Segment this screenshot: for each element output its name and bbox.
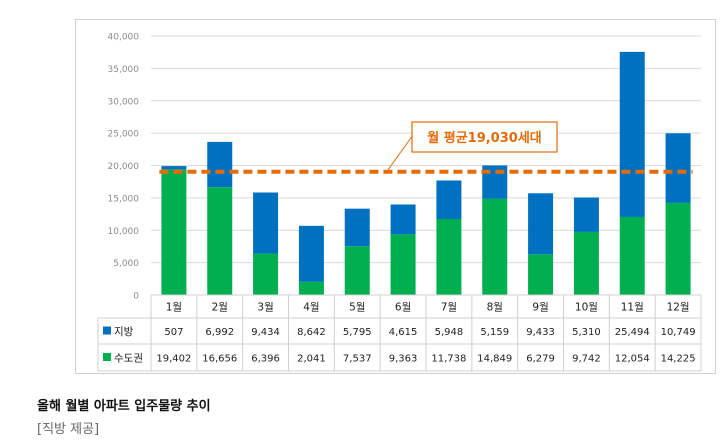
data-label-jibang: 9,433 — [526, 327, 555, 338]
bar-segment-sudogwon — [573, 231, 599, 295]
y-tick-label: 10,000 — [108, 227, 140, 237]
category-label: 8월 — [487, 302, 503, 314]
bar-segment-jibang — [298, 225, 324, 282]
bar-segment-jibang — [390, 204, 416, 235]
y-tick-label: 15,000 — [108, 194, 140, 204]
data-label-sudogwon: 16,656 — [202, 354, 237, 365]
average-callout-pointer — [387, 134, 414, 171]
y-tick-label: 40,000 — [108, 33, 140, 43]
bar-segment-sudogwon — [619, 216, 645, 295]
y-tick-label: 20,000 — [108, 162, 140, 172]
data-label-jibang: 5,795 — [343, 327, 372, 338]
bar-segment-sudogwon — [161, 169, 187, 295]
bar-segment-sudogwon — [665, 202, 691, 295]
stacked-bar-chart: 0 5,000 10,000 15,000 20,000 25,000 30,000 35,0… — [97, 33, 702, 372]
category-label: 10월 — [575, 302, 598, 314]
bar-segment-jibang — [573, 197, 599, 232]
data-label-jibang: 25,494 — [615, 327, 650, 338]
category-label: 12월 — [667, 302, 690, 314]
bar-segment-jibang — [344, 208, 370, 247]
average-callout-box — [411, 121, 558, 153]
legend-label-sudogwon: 수도권 — [114, 353, 143, 365]
category-label: 1월 — [166, 302, 182, 314]
data-label-sudogwon: 9,363 — [389, 354, 418, 365]
bar-segment-jibang — [253, 192, 279, 254]
data-label-jibang: 507 — [164, 327, 183, 338]
bar-segment-sudogwon — [390, 234, 416, 295]
data-label-sudogwon: 14,225 — [661, 354, 696, 365]
caption-title: 올해 월별 아파트 입주물량 추이 — [37, 399, 211, 414]
category-label: 11월 — [621, 302, 644, 314]
data-label-sudogwon: 19,402 — [156, 354, 191, 365]
data-label-sudogwon: 14,849 — [477, 354, 512, 365]
data-label-jibang: 8,642 — [297, 327, 326, 338]
y-tick-label: 5,000 — [113, 259, 139, 269]
bar-segment-sudogwon — [436, 218, 462, 295]
data-label-jibang: 5,948 — [435, 327, 464, 338]
caption-source: [직방 제공] — [37, 422, 100, 437]
bar-segment-jibang — [436, 180, 462, 219]
average-callout-label: 월 평균19,030세대 — [427, 130, 542, 146]
category-label: 5월 — [349, 302, 365, 314]
data-label-sudogwon: 12,054 — [615, 354, 650, 365]
category-label: 9월 — [532, 302, 548, 314]
legend-key-sudogwon — [103, 353, 111, 361]
bar-segment-jibang — [665, 133, 691, 203]
y-tick-label: 35,000 — [108, 65, 140, 75]
bar-segment-sudogwon — [253, 253, 279, 295]
data-label-sudogwon: 11,738 — [431, 354, 466, 365]
bar-segment-jibang — [619, 51, 645, 217]
legend-key-jibang — [103, 326, 111, 335]
category-label: 7월 — [441, 302, 457, 314]
data-label-jibang: 5,310 — [572, 327, 601, 338]
data-label-sudogwon: 2,041 — [297, 354, 326, 365]
bar-segment-jibang — [528, 193, 554, 255]
category-label: 2월 — [212, 302, 228, 314]
category-label: 4월 — [303, 302, 319, 314]
bar-segment-jibang — [207, 141, 233, 188]
bar-segment-sudogwon — [344, 246, 370, 295]
data-label-sudogwon: 6,396 — [251, 354, 280, 365]
y-tick-label: 25,000 — [108, 130, 140, 140]
bar-segment-sudogwon — [482, 198, 508, 295]
y-tick-label: 0 — [133, 292, 139, 302]
y-tick-label: 30,000 — [108, 97, 140, 107]
chart-frame: 0 5,000 10,000 15,000 20,000 25,000 30,000 35,0… — [75, 19, 716, 374]
data-label-jibang: 10,749 — [661, 327, 696, 338]
bar-segment-sudogwon — [528, 254, 554, 295]
bar-segment-sudogwon — [207, 187, 233, 295]
data-label-sudogwon: 6,279 — [526, 354, 555, 365]
data-label-sudogwon: 7,537 — [343, 354, 372, 365]
category-label: 3월 — [257, 302, 273, 314]
data-label-jibang: 9,434 — [251, 327, 280, 338]
data-label-jibang: 4,615 — [389, 327, 418, 338]
data-label-jibang: 6,992 — [205, 327, 234, 338]
category-label: 6월 — [395, 302, 411, 314]
data-label-jibang: 5,159 — [480, 327, 509, 338]
bar-segment-jibang — [161, 166, 187, 170]
bar-segment-sudogwon — [298, 281, 324, 295]
legend-label-jibang: 지방 — [114, 326, 134, 338]
data-label-sudogwon: 9,742 — [572, 354, 601, 365]
